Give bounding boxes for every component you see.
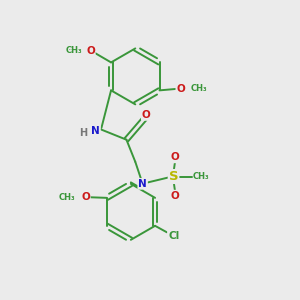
Text: H: H xyxy=(79,128,87,138)
Text: CH₃: CH₃ xyxy=(193,172,209,181)
Text: O: O xyxy=(171,152,179,162)
Text: S: S xyxy=(169,170,178,183)
Text: O: O xyxy=(81,192,90,202)
Text: O: O xyxy=(171,190,179,201)
Text: CH₃: CH₃ xyxy=(190,84,207,93)
Text: CH₃: CH₃ xyxy=(59,193,76,202)
Text: N: N xyxy=(91,126,100,136)
Text: N: N xyxy=(138,179,147,189)
Text: CH₃: CH₃ xyxy=(66,46,82,55)
Text: methoxy: methoxy xyxy=(69,49,75,50)
Text: O: O xyxy=(176,84,185,94)
Text: O: O xyxy=(142,110,151,120)
Text: Cl: Cl xyxy=(168,231,179,241)
Text: O: O xyxy=(86,46,95,56)
